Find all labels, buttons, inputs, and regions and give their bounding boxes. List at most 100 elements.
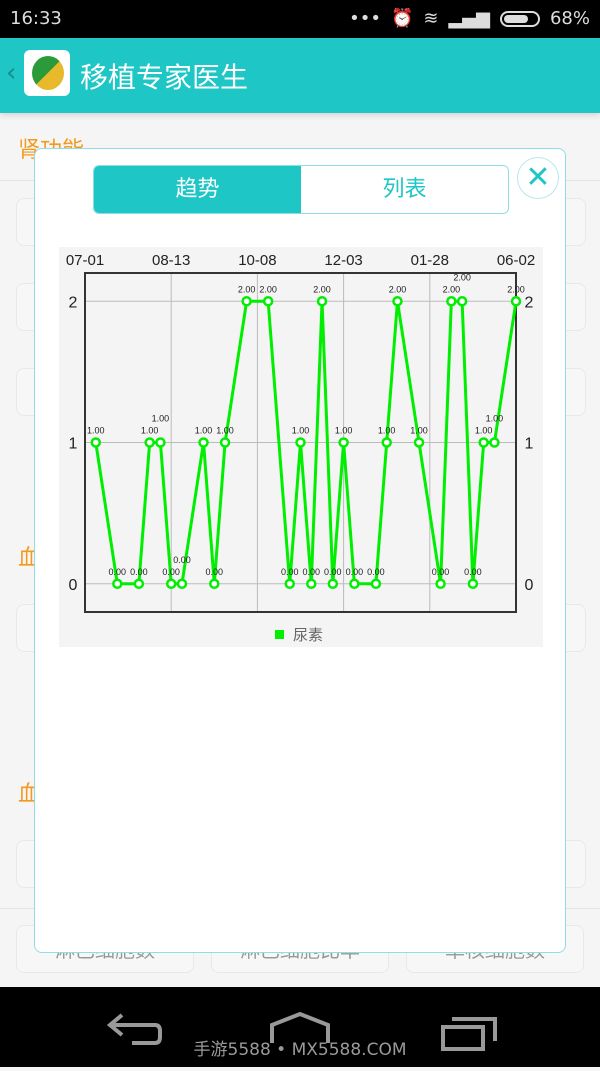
trend-chart: 07-01 08-13 10-08 12-03 01-28 06-02 0 0 1 1 2 2 1.00… bbox=[59, 247, 543, 647]
battery-icon bbox=[499, 10, 540, 27]
x-tick-label: 08-13 bbox=[152, 252, 190, 269]
data-point bbox=[144, 437, 155, 448]
data-point bbox=[133, 578, 145, 589]
data-label: 2.00 bbox=[453, 272, 471, 282]
alarm-icon: ⏰ bbox=[390, 8, 414, 29]
tab-list[interactable]: 列表 bbox=[301, 166, 508, 213]
app-header: ‹ 移植专家医生 bbox=[0, 38, 600, 113]
data-label: 1.00 bbox=[335, 426, 353, 436]
wifi-icon: ≋ bbox=[423, 8, 439, 29]
clock: 16:33 bbox=[10, 8, 62, 29]
data-point bbox=[112, 578, 123, 589]
data-label: 0.00 bbox=[324, 567, 342, 577]
data-point bbox=[370, 578, 382, 589]
data-point bbox=[209, 578, 220, 589]
recents-nav-icon[interactable] bbox=[441, 1017, 497, 1051]
legend-swatch bbox=[275, 630, 284, 639]
view-tabs: 趋势 列表 bbox=[93, 165, 509, 214]
data-label: 2.00 bbox=[313, 284, 331, 294]
data-point bbox=[284, 578, 295, 589]
data-label: 1.00 bbox=[475, 426, 493, 436]
y-tick-label-left: 0 bbox=[69, 577, 78, 594]
data-label: 0.00 bbox=[367, 567, 385, 577]
x-tick-label: 12-03 bbox=[324, 252, 362, 269]
data-label: 0.00 bbox=[109, 567, 127, 577]
data-label: 0.00 bbox=[303, 567, 321, 577]
data-point bbox=[241, 296, 252, 307]
data-point bbox=[478, 437, 489, 448]
data-point bbox=[381, 437, 392, 448]
battery-percent: 68% bbox=[549, 8, 590, 29]
data-label: 1.00 bbox=[141, 426, 159, 436]
chart-svg: 07-01 08-13 10-08 12-03 01-28 06-02 0 0 1 1 2 2 1.00… bbox=[66, 252, 535, 644]
data-point bbox=[467, 578, 479, 589]
back-nav-icon[interactable] bbox=[106, 1013, 162, 1045]
data-label: 0.00 bbox=[432, 567, 450, 577]
legend-label: 尿素 bbox=[293, 626, 323, 644]
home-nav-icon[interactable] bbox=[270, 1011, 330, 1043]
data-point bbox=[349, 578, 360, 589]
x-tick-label: 06-02 bbox=[497, 252, 535, 269]
data-label: 2.00 bbox=[443, 284, 461, 294]
close-button[interactable]: ✕ bbox=[517, 157, 559, 199]
x-tick-label: 01-28 bbox=[411, 252, 449, 269]
nav-bar: 手游5588 • MX5588.COM bbox=[0, 987, 600, 1067]
plot-frame bbox=[84, 272, 517, 613]
y-tick-label-right: 0 bbox=[525, 577, 534, 594]
data-label: 1.00 bbox=[216, 426, 234, 436]
signal-icon: ▂▄▆ bbox=[448, 8, 490, 29]
data-label: 0.00 bbox=[281, 567, 299, 577]
data-label: 2.00 bbox=[507, 284, 525, 294]
data-point bbox=[413, 437, 425, 448]
data-point bbox=[176, 578, 188, 589]
nav-icons bbox=[106, 1011, 497, 1051]
watermark: 手游5588 • MX5588.COM bbox=[193, 1040, 407, 1060]
trend-dialog: 趋势 列表 ✕ 07-01 08-13 10-08 12-03 01-28 06-02 0 0… bbox=[34, 148, 566, 953]
y-tick-label-right: 2 bbox=[525, 294, 534, 311]
x-tick-label: 10-08 bbox=[238, 252, 276, 269]
data-label: 0.00 bbox=[346, 567, 364, 577]
data-point bbox=[219, 437, 231, 448]
x-tick-label: 07-01 bbox=[66, 252, 104, 269]
data-label: 1.00 bbox=[195, 426, 213, 436]
data-point bbox=[198, 437, 209, 448]
data-label: 0.00 bbox=[173, 555, 191, 565]
status-bar: 16:33 ••• ⏰ ≋ ▂▄▆ 68% bbox=[0, 0, 600, 38]
data-label: 2.00 bbox=[389, 284, 407, 294]
back-button[interactable]: ‹ bbox=[6, 58, 17, 88]
data-label: 0.00 bbox=[130, 567, 148, 577]
notification-dots-icon: ••• bbox=[349, 8, 381, 29]
data-label: 1.00 bbox=[152, 414, 170, 424]
data-point bbox=[446, 296, 457, 307]
data-label: 2.00 bbox=[238, 284, 256, 294]
data-point bbox=[489, 437, 500, 448]
data-point bbox=[90, 437, 102, 448]
data-point bbox=[456, 296, 468, 307]
data-label: 1.00 bbox=[292, 426, 310, 436]
data-point bbox=[165, 578, 177, 589]
data-label: 1.00 bbox=[410, 426, 428, 436]
data-label: 1.00 bbox=[378, 426, 396, 436]
data-point bbox=[392, 296, 403, 307]
data-label: 0.00 bbox=[162, 567, 180, 577]
data-point bbox=[306, 578, 317, 589]
data-point bbox=[435, 578, 446, 589]
data-label: 1.00 bbox=[87, 426, 105, 436]
y-tick-label-left: 2 bbox=[69, 294, 78, 311]
y-tick-label-right: 1 bbox=[525, 436, 534, 453]
data-point bbox=[327, 578, 339, 589]
data-label: 1.00 bbox=[486, 414, 504, 424]
page-title: 移植专家医生 bbox=[80, 61, 249, 94]
data-point bbox=[262, 296, 274, 307]
app-logo bbox=[24, 50, 70, 96]
data-label: 0.00 bbox=[464, 567, 482, 577]
data-point bbox=[316, 296, 328, 307]
y-tick-label-left: 1 bbox=[69, 436, 78, 453]
data-point bbox=[295, 437, 306, 448]
data-label: 0.00 bbox=[206, 567, 224, 577]
data-point bbox=[155, 437, 166, 448]
data-point bbox=[338, 437, 349, 448]
data-point bbox=[510, 296, 522, 307]
tab-trend[interactable]: 趋势 bbox=[94, 166, 301, 213]
data-label: 2.00 bbox=[259, 284, 277, 294]
